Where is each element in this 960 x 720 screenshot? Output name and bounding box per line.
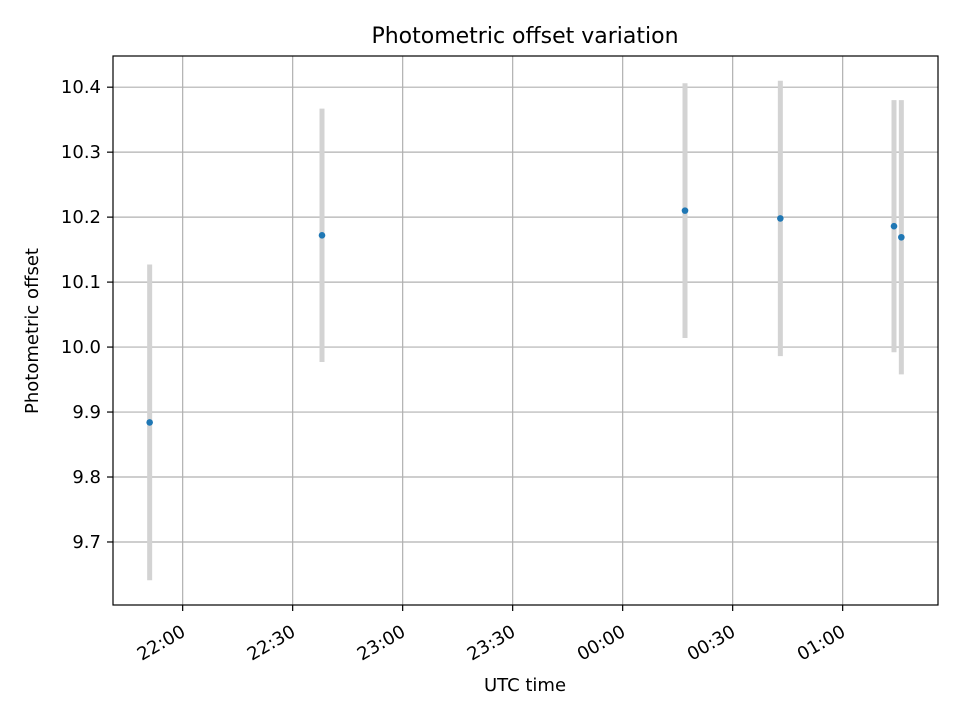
x-axis-ticks: 22:00 22:30 23:00 23:30 00:00 00:30 01:00 <box>134 605 849 665</box>
x-tick-label: 00:00 <box>574 621 629 665</box>
data-point <box>898 233 905 241</box>
y-tick-label: 9.9 <box>72 402 101 423</box>
plot-frame <box>112 55 939 606</box>
data-points <box>146 207 905 426</box>
y-tick-label: 10.4 <box>61 77 101 98</box>
data-point <box>318 232 326 239</box>
x-axis-label: UTC time <box>484 675 566 696</box>
y-tick-label: 10.2 <box>61 207 101 228</box>
grid <box>113 56 938 605</box>
y-tick-label: 9.8 <box>72 467 101 488</box>
data-point <box>777 215 784 222</box>
x-tick-label: 23:00 <box>354 621 409 665</box>
x-tick-label: 22:30 <box>244 621 299 665</box>
y-tick-label: 10.0 <box>61 337 101 358</box>
y-tick-label: 9.7 <box>72 532 101 553</box>
y-axis-ticks: 9.7 9.8 9.9 10.0 10.1 10.2 10.3 10.4 <box>61 77 113 553</box>
x-tick-label: 23:30 <box>464 621 519 665</box>
x-tick-label: 22:00 <box>134 621 189 665</box>
x-tick-label: 00:30 <box>684 621 739 665</box>
data-point <box>681 207 689 214</box>
data-point <box>146 419 153 426</box>
x-tick-label: 01:00 <box>794 621 849 665</box>
y-tick-label: 10.3 <box>61 142 101 163</box>
y-axis-label: Photometric offset <box>22 248 43 414</box>
data-point <box>890 222 898 230</box>
error-bars <box>147 80 904 581</box>
chart-title: Photometric offset variation <box>371 24 678 49</box>
y-tick-label: 10.1 <box>61 272 101 293</box>
